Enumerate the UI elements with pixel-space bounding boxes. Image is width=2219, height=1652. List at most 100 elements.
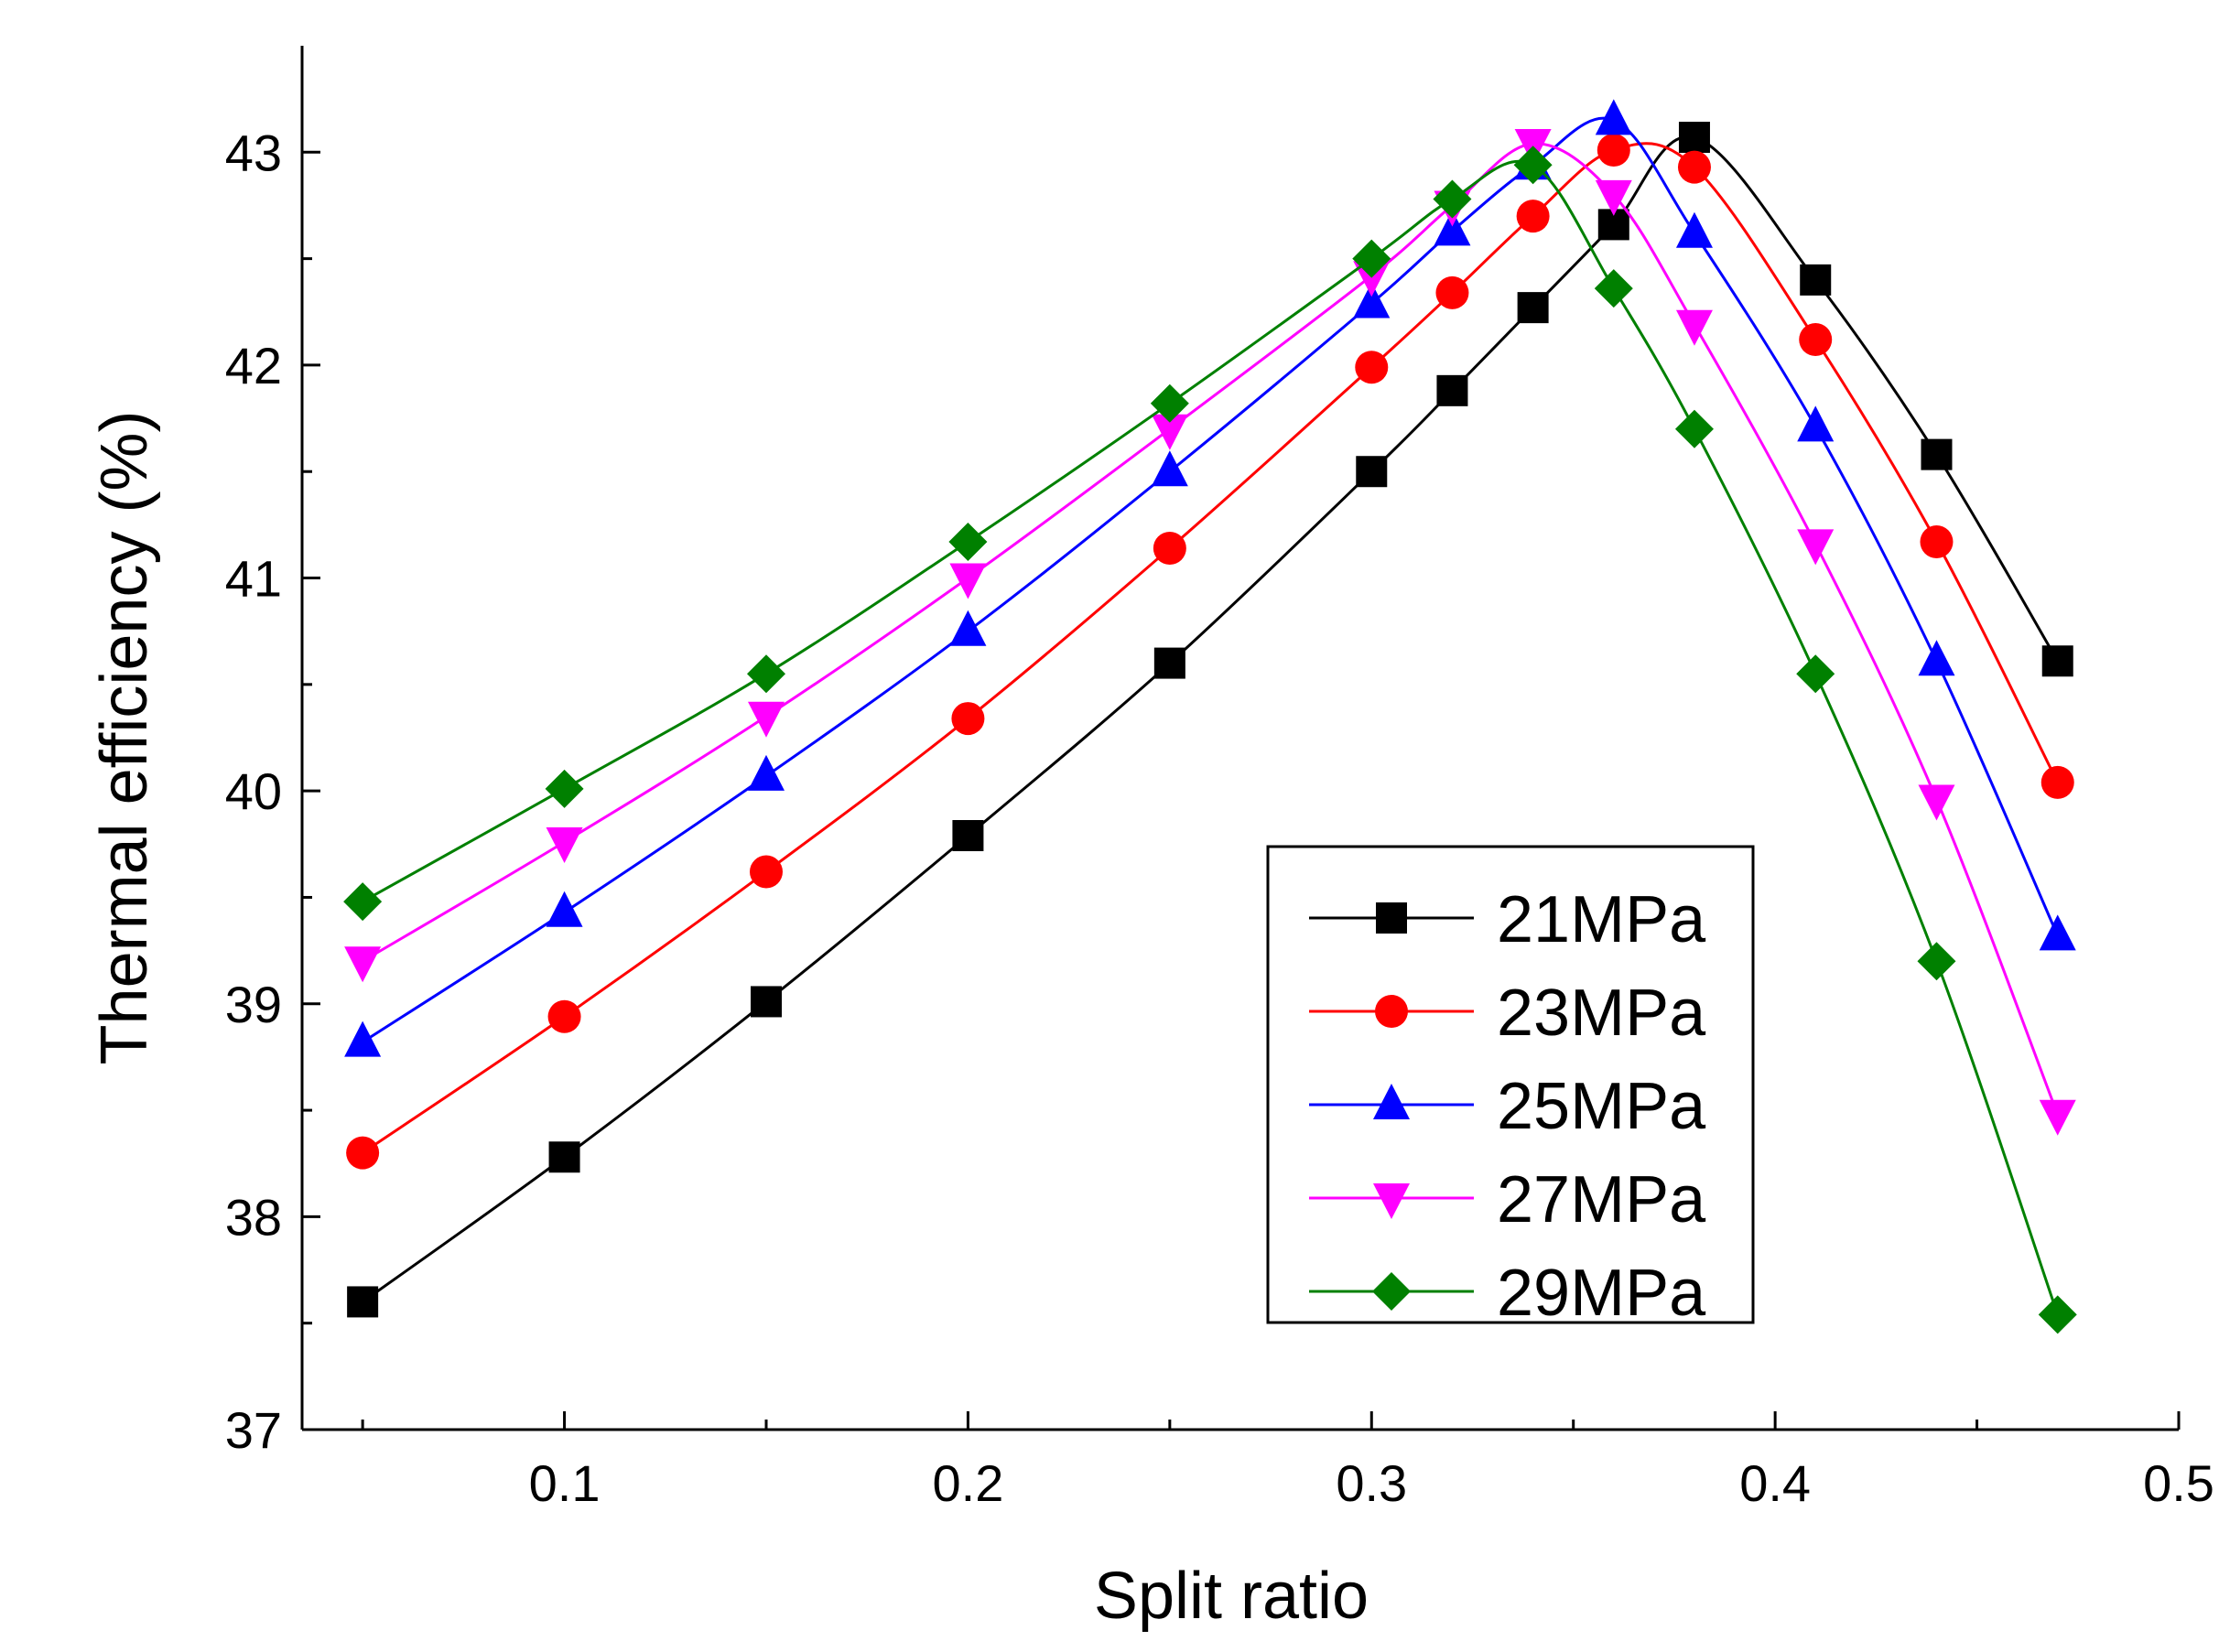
data-point [1153, 531, 1186, 565]
data-point [548, 1141, 580, 1173]
legend-item: 29MPa [1309, 1257, 1706, 1330]
data-point [343, 882, 383, 922]
y-tick-label: 41 [225, 550, 282, 608]
legend-item: 21MPa [1309, 883, 1706, 956]
y-axis-ticks: 37 38 39 40 41 42 43 [225, 124, 320, 1459]
data-point [1433, 179, 1472, 219]
data-point [1153, 647, 1185, 679]
x-axis-ticks: 0.1 0.2 0.3 0.4 0.5 [361, 1411, 2214, 1512]
series-27MPa [344, 129, 2076, 1136]
data-point [1918, 784, 1955, 821]
data-point [746, 654, 785, 694]
data-point [2039, 914, 2076, 951]
data-point [546, 826, 583, 863]
data-point [951, 702, 985, 736]
data-point [1800, 264, 1832, 296]
x-tick-label: 0.4 [1739, 1454, 1811, 1512]
data-point [346, 1136, 380, 1170]
data-point [2040, 765, 2074, 799]
data-point [1150, 383, 1189, 423]
y-tick-label: 37 [225, 1401, 282, 1459]
legend-label: 23MPa [1497, 977, 1706, 1050]
legend: 21MPa 23MPa 25MPa 27MPa 29MPa [1266, 845, 1755, 1330]
legend-label: 27MPa [1497, 1163, 1706, 1236]
x-tick-label: 0.1 [529, 1454, 601, 1512]
data-point [347, 1286, 379, 1318]
data-point [1799, 323, 1833, 357]
legend-marker [1373, 1183, 1410, 1219]
data-point [1918, 640, 1955, 676]
series-layer [343, 99, 2077, 1334]
data-point [1435, 275, 1469, 309]
data-point [952, 820, 984, 852]
legend-item: 23MPa [1309, 977, 1706, 1050]
data-point [1595, 179, 1632, 216]
data-point [1355, 351, 1389, 384]
y-tick-label: 40 [225, 762, 282, 820]
data-point [1353, 282, 1391, 319]
series-29MPa [343, 146, 2077, 1334]
data-point [1516, 200, 1550, 233]
data-point [1353, 261, 1391, 297]
series-line [362, 116, 2060, 1043]
data-point [1917, 942, 1956, 981]
legend-box [1266, 845, 1755, 1324]
legend-label: 29MPa [1497, 1257, 1706, 1330]
series-line [362, 135, 2060, 1303]
data-point [1434, 210, 1471, 246]
data-point [948, 522, 988, 561]
data-point [1436, 374, 1468, 406]
data-point [1797, 529, 1835, 566]
data-point [1517, 292, 1549, 324]
data-point [1513, 146, 1553, 185]
data-point [2038, 1295, 2077, 1334]
data-point [1597, 133, 1630, 167]
legend-marker [1373, 1084, 1410, 1119]
data-point [1151, 450, 1188, 487]
data-point [1352, 239, 1391, 278]
legend-label: 21MPa [1497, 883, 1706, 956]
data-point [949, 563, 987, 599]
legend-item: 27MPa [1309, 1163, 1706, 1236]
x-axis-title: Split ratio [1094, 1560, 1369, 1633]
data-point [2041, 645, 2073, 677]
x-tick-label: 0.3 [1336, 1454, 1407, 1512]
legend-marker [1376, 902, 1407, 934]
series-23MPa [346, 133, 2074, 1170]
data-point [344, 946, 382, 983]
legend-label: 25MPa [1497, 1070, 1706, 1143]
data-point [1675, 309, 1713, 346]
data-point [749, 855, 783, 889]
data-point [1594, 269, 1633, 308]
data-point [949, 610, 987, 646]
data-point [1151, 414, 1188, 450]
data-point [1920, 524, 1954, 558]
series-25MPa [344, 99, 2076, 1057]
data-point [1796, 654, 1835, 694]
legend-marker [1375, 995, 1408, 1028]
data-point [747, 701, 785, 738]
data-point [1595, 99, 1632, 135]
legend-marker [1372, 1272, 1411, 1311]
y-tick-label: 39 [225, 976, 282, 1033]
plot-area: 0.1 0.2 0.3 0.4 0.5 37 38 39 40 41 42 43 [225, 46, 2214, 1512]
y-tick-label: 38 [225, 1188, 282, 1246]
data-point [1674, 409, 1714, 448]
series-21MPa [347, 122, 2073, 1318]
data-point [545, 769, 584, 808]
y-tick-label: 42 [225, 337, 282, 394]
data-point [1921, 438, 1953, 470]
data-point [344, 1020, 382, 1057]
series-line [362, 142, 2060, 1154]
data-point [546, 891, 583, 927]
data-point [747, 754, 785, 791]
x-tick-label: 0.5 [2143, 1454, 2214, 1512]
data-point [1797, 405, 1835, 442]
data-point [1677, 150, 1711, 184]
y-tick-label: 43 [225, 124, 282, 181]
x-tick-label: 0.2 [932, 1454, 1003, 1512]
data-point [2039, 1099, 2076, 1136]
legend-item: 25MPa [1309, 1070, 1706, 1143]
series-line [362, 142, 2060, 1116]
